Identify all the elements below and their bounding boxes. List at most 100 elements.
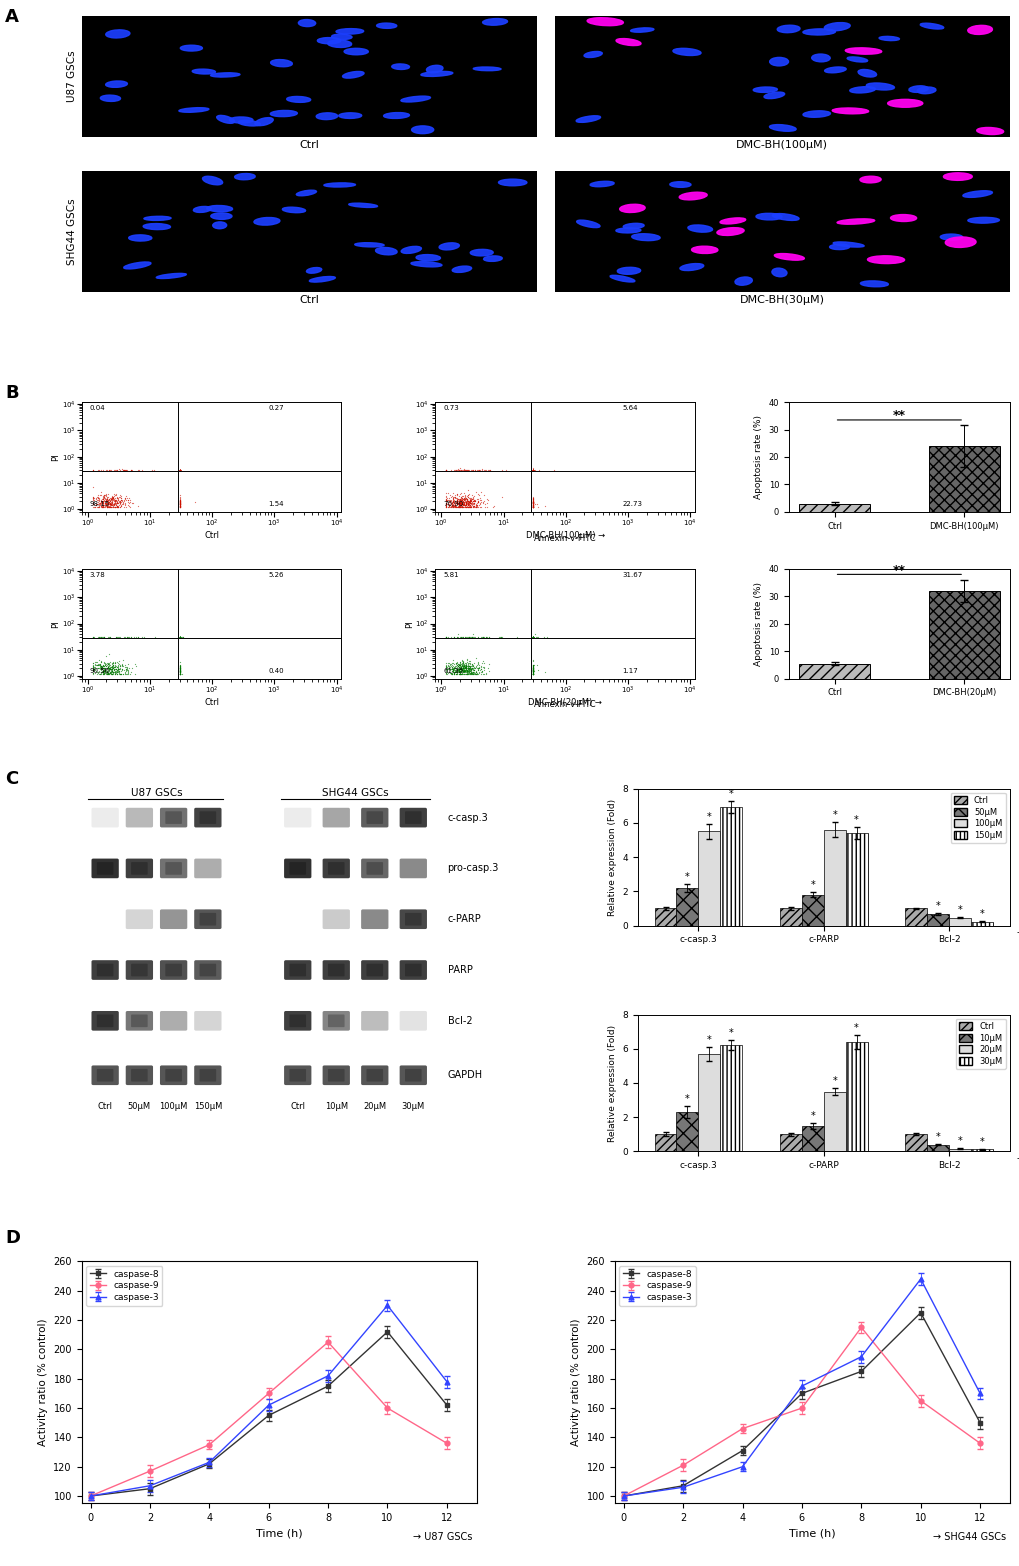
Point — [171, 625, 187, 650]
Point — [437, 658, 453, 683]
Point — [525, 457, 541, 482]
Point — [96, 653, 112, 678]
Point — [104, 659, 120, 684]
Point — [450, 659, 467, 684]
Point — [472, 658, 488, 683]
Ellipse shape — [833, 241, 863, 247]
Point — [109, 493, 125, 518]
Point — [448, 487, 465, 512]
Text: 0.40: 0.40 — [268, 669, 284, 675]
Point — [103, 490, 119, 515]
Point — [525, 457, 541, 482]
Point — [450, 492, 467, 517]
Point — [450, 656, 467, 681]
Point — [85, 653, 101, 678]
Point — [468, 655, 484, 680]
Point — [437, 457, 453, 482]
Point — [454, 658, 471, 683]
Point — [104, 650, 120, 675]
Point — [108, 625, 124, 650]
Point — [447, 457, 464, 482]
Point — [525, 658, 541, 683]
Point — [85, 485, 101, 511]
Point — [102, 661, 118, 686]
Point — [109, 655, 125, 680]
Point — [90, 653, 106, 678]
Point — [95, 492, 111, 517]
Point — [525, 457, 541, 482]
Point — [109, 651, 125, 677]
Point — [460, 489, 476, 514]
Point — [459, 457, 475, 482]
Point — [95, 490, 111, 515]
Point — [461, 661, 477, 686]
Point — [171, 490, 187, 515]
Point — [525, 656, 541, 681]
Point — [525, 658, 541, 683]
Point — [97, 492, 113, 517]
Point — [100, 655, 116, 680]
Point — [477, 457, 493, 482]
Point — [86, 487, 102, 512]
Point — [454, 653, 471, 678]
Point — [475, 625, 491, 650]
Point — [97, 659, 113, 684]
Point — [96, 661, 112, 686]
Point — [461, 658, 477, 683]
Point — [469, 489, 485, 514]
Point — [112, 495, 128, 520]
Point — [114, 651, 130, 677]
Text: 5.26: 5.26 — [268, 572, 284, 578]
Point — [457, 656, 473, 681]
Point — [171, 495, 187, 520]
Point — [525, 495, 541, 520]
Point — [101, 651, 117, 677]
Point — [127, 653, 144, 678]
Point — [463, 495, 479, 520]
Point — [455, 659, 472, 684]
Point — [525, 457, 541, 482]
FancyBboxPatch shape — [200, 1070, 216, 1082]
Point — [85, 474, 101, 500]
Point — [452, 492, 469, 517]
Point — [525, 487, 541, 512]
Point — [458, 661, 474, 686]
Point — [449, 655, 466, 680]
Point — [118, 656, 135, 681]
Point — [525, 653, 541, 678]
Point — [525, 658, 541, 683]
Point — [455, 457, 472, 482]
Point — [171, 492, 187, 517]
Point — [171, 457, 187, 482]
Point — [525, 656, 541, 681]
Point — [103, 487, 119, 512]
Point — [466, 495, 482, 520]
Point — [100, 659, 116, 684]
Text: 70.90: 70.90 — [442, 501, 463, 507]
Point — [455, 655, 472, 680]
Point — [452, 495, 469, 520]
Point — [89, 659, 105, 684]
Point — [98, 492, 114, 517]
Point — [470, 490, 486, 515]
Point — [460, 495, 476, 520]
Point — [171, 656, 187, 681]
Point — [171, 457, 187, 482]
Point — [111, 489, 127, 514]
Point — [525, 457, 541, 482]
Point — [171, 625, 187, 650]
Point — [467, 661, 483, 686]
Point — [451, 656, 468, 681]
Point — [459, 492, 475, 517]
Point — [463, 655, 479, 680]
Point — [111, 489, 127, 514]
Point — [110, 655, 126, 680]
Point — [451, 653, 468, 678]
Point — [525, 457, 541, 482]
Point — [445, 484, 462, 509]
Point — [463, 661, 479, 686]
Point — [104, 655, 120, 680]
Point — [105, 659, 121, 684]
Point — [446, 484, 463, 509]
Point — [109, 493, 125, 518]
